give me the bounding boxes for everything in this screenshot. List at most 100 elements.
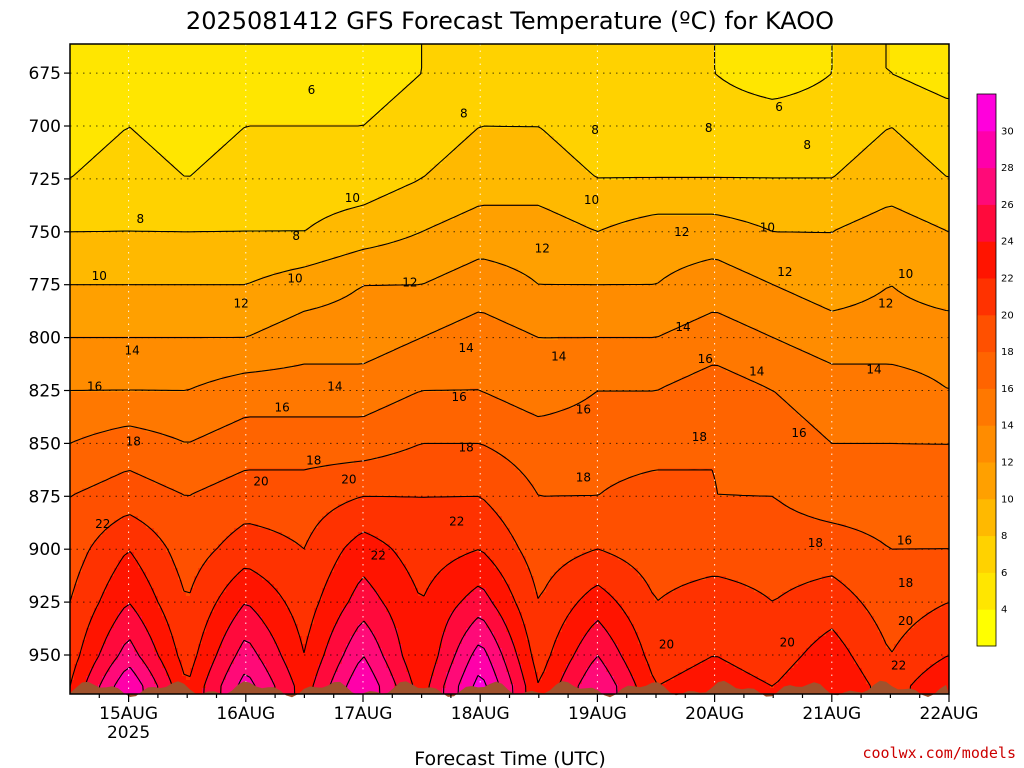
fill-band: [210, 664, 231, 669]
fill-band: [86, 552, 127, 557]
contour-label: 10: [760, 221, 775, 235]
fill-band: [486, 592, 511, 597]
fill-band: [462, 636, 495, 641]
fill-band: [854, 220, 927, 225]
fill-band: [98, 604, 127, 609]
fill-band: [786, 672, 863, 677]
fill-band: [346, 604, 387, 609]
fill-band: [182, 588, 191, 593]
fill-band: [862, 672, 923, 677]
fill-band: [70, 60, 423, 65]
contour-label: 10: [584, 193, 599, 207]
fill-band: [354, 672, 375, 677]
fill-band: [498, 680, 511, 685]
fill-band: [858, 596, 949, 601]
fill-band: [926, 612, 949, 617]
fill-band: [122, 644, 135, 649]
contour-label: 10: [898, 267, 913, 281]
fill-band: [222, 688, 239, 693]
fill-band: [342, 552, 399, 557]
fill-band: [518, 268, 679, 273]
contour-label: 16: [451, 390, 466, 404]
fill-band: [806, 88, 927, 93]
fill-band: [910, 212, 949, 217]
fill-band: [922, 672, 949, 677]
fill-band: [70, 160, 91, 165]
fill-band: [890, 64, 949, 69]
isotherm-20: [70, 495, 949, 653]
fill-band: [398, 632, 443, 637]
fill-band: [158, 604, 215, 609]
fill-band: [118, 132, 139, 137]
fill-band: [798, 656, 855, 661]
fill-band: [194, 492, 539, 497]
fill-band: [338, 560, 403, 565]
fill-band: [86, 556, 123, 561]
fill-band: [466, 136, 555, 141]
fill-band: [282, 320, 459, 325]
fill-band: [166, 548, 215, 553]
fill-band: [386, 352, 811, 357]
fill-band: [514, 324, 683, 329]
fill-band: [98, 600, 159, 605]
fill-band: [598, 584, 651, 589]
fill-band: [558, 636, 583, 641]
fill-band: [174, 644, 199, 649]
fill-band: [382, 648, 403, 653]
fill-band: [454, 268, 519, 273]
fill-band: [610, 224, 759, 229]
fill-band: [390, 672, 411, 677]
fill-band: [514, 644, 531, 649]
fill-band: [818, 80, 911, 85]
fill-band: [74, 592, 103, 597]
fill-band: [270, 628, 299, 633]
fill-band: [434, 224, 587, 229]
fill-band: [346, 684, 379, 689]
fill-band: [210, 616, 235, 621]
fill-band: [458, 648, 475, 653]
fill-band: [166, 156, 211, 161]
fill-band: [638, 636, 819, 641]
fill-band: [394, 548, 519, 553]
fill-band: [206, 624, 231, 629]
fill-band: [274, 688, 295, 693]
fill-band: [506, 320, 691, 325]
fill-band: [142, 136, 235, 141]
fill-band: [426, 280, 535, 285]
contour-label: 16: [274, 400, 289, 414]
fill-band: [242, 372, 695, 377]
fill-band: [158, 656, 179, 661]
fill-band: [70, 76, 419, 81]
fill-band: [234, 528, 271, 533]
fill-band: [290, 612, 315, 617]
fill-band: [70, 452, 395, 457]
colorbar-swatch: [977, 241, 996, 279]
fill-band: [274, 680, 295, 685]
fill-band: [150, 632, 171, 637]
fill-band: [482, 496, 775, 501]
fill-band: [526, 564, 563, 569]
fill-band: [618, 480, 715, 485]
fill-band: [514, 404, 575, 409]
fill-band: [70, 616, 91, 621]
fill-band: [886, 128, 895, 133]
fill-band: [590, 588, 607, 593]
fill-band: [806, 648, 851, 653]
fill-band: [918, 216, 949, 221]
fill-band: [170, 624, 207, 629]
fill-band: [70, 144, 107, 149]
fill-band: [154, 480, 219, 485]
fill-band: [774, 496, 949, 501]
fill-band: [226, 588, 279, 593]
fill-band: [110, 664, 147, 669]
fill-band: [630, 616, 875, 621]
fill-band: [758, 224, 847, 229]
colorbar-swatch: [977, 314, 996, 353]
fill-band: [342, 612, 391, 617]
fill-band: [150, 584, 183, 589]
fill-band: [250, 644, 279, 649]
fill-band: [606, 588, 651, 593]
fill-band: [294, 540, 307, 545]
fill-band: [266, 624, 299, 629]
fill-band: [306, 264, 463, 269]
